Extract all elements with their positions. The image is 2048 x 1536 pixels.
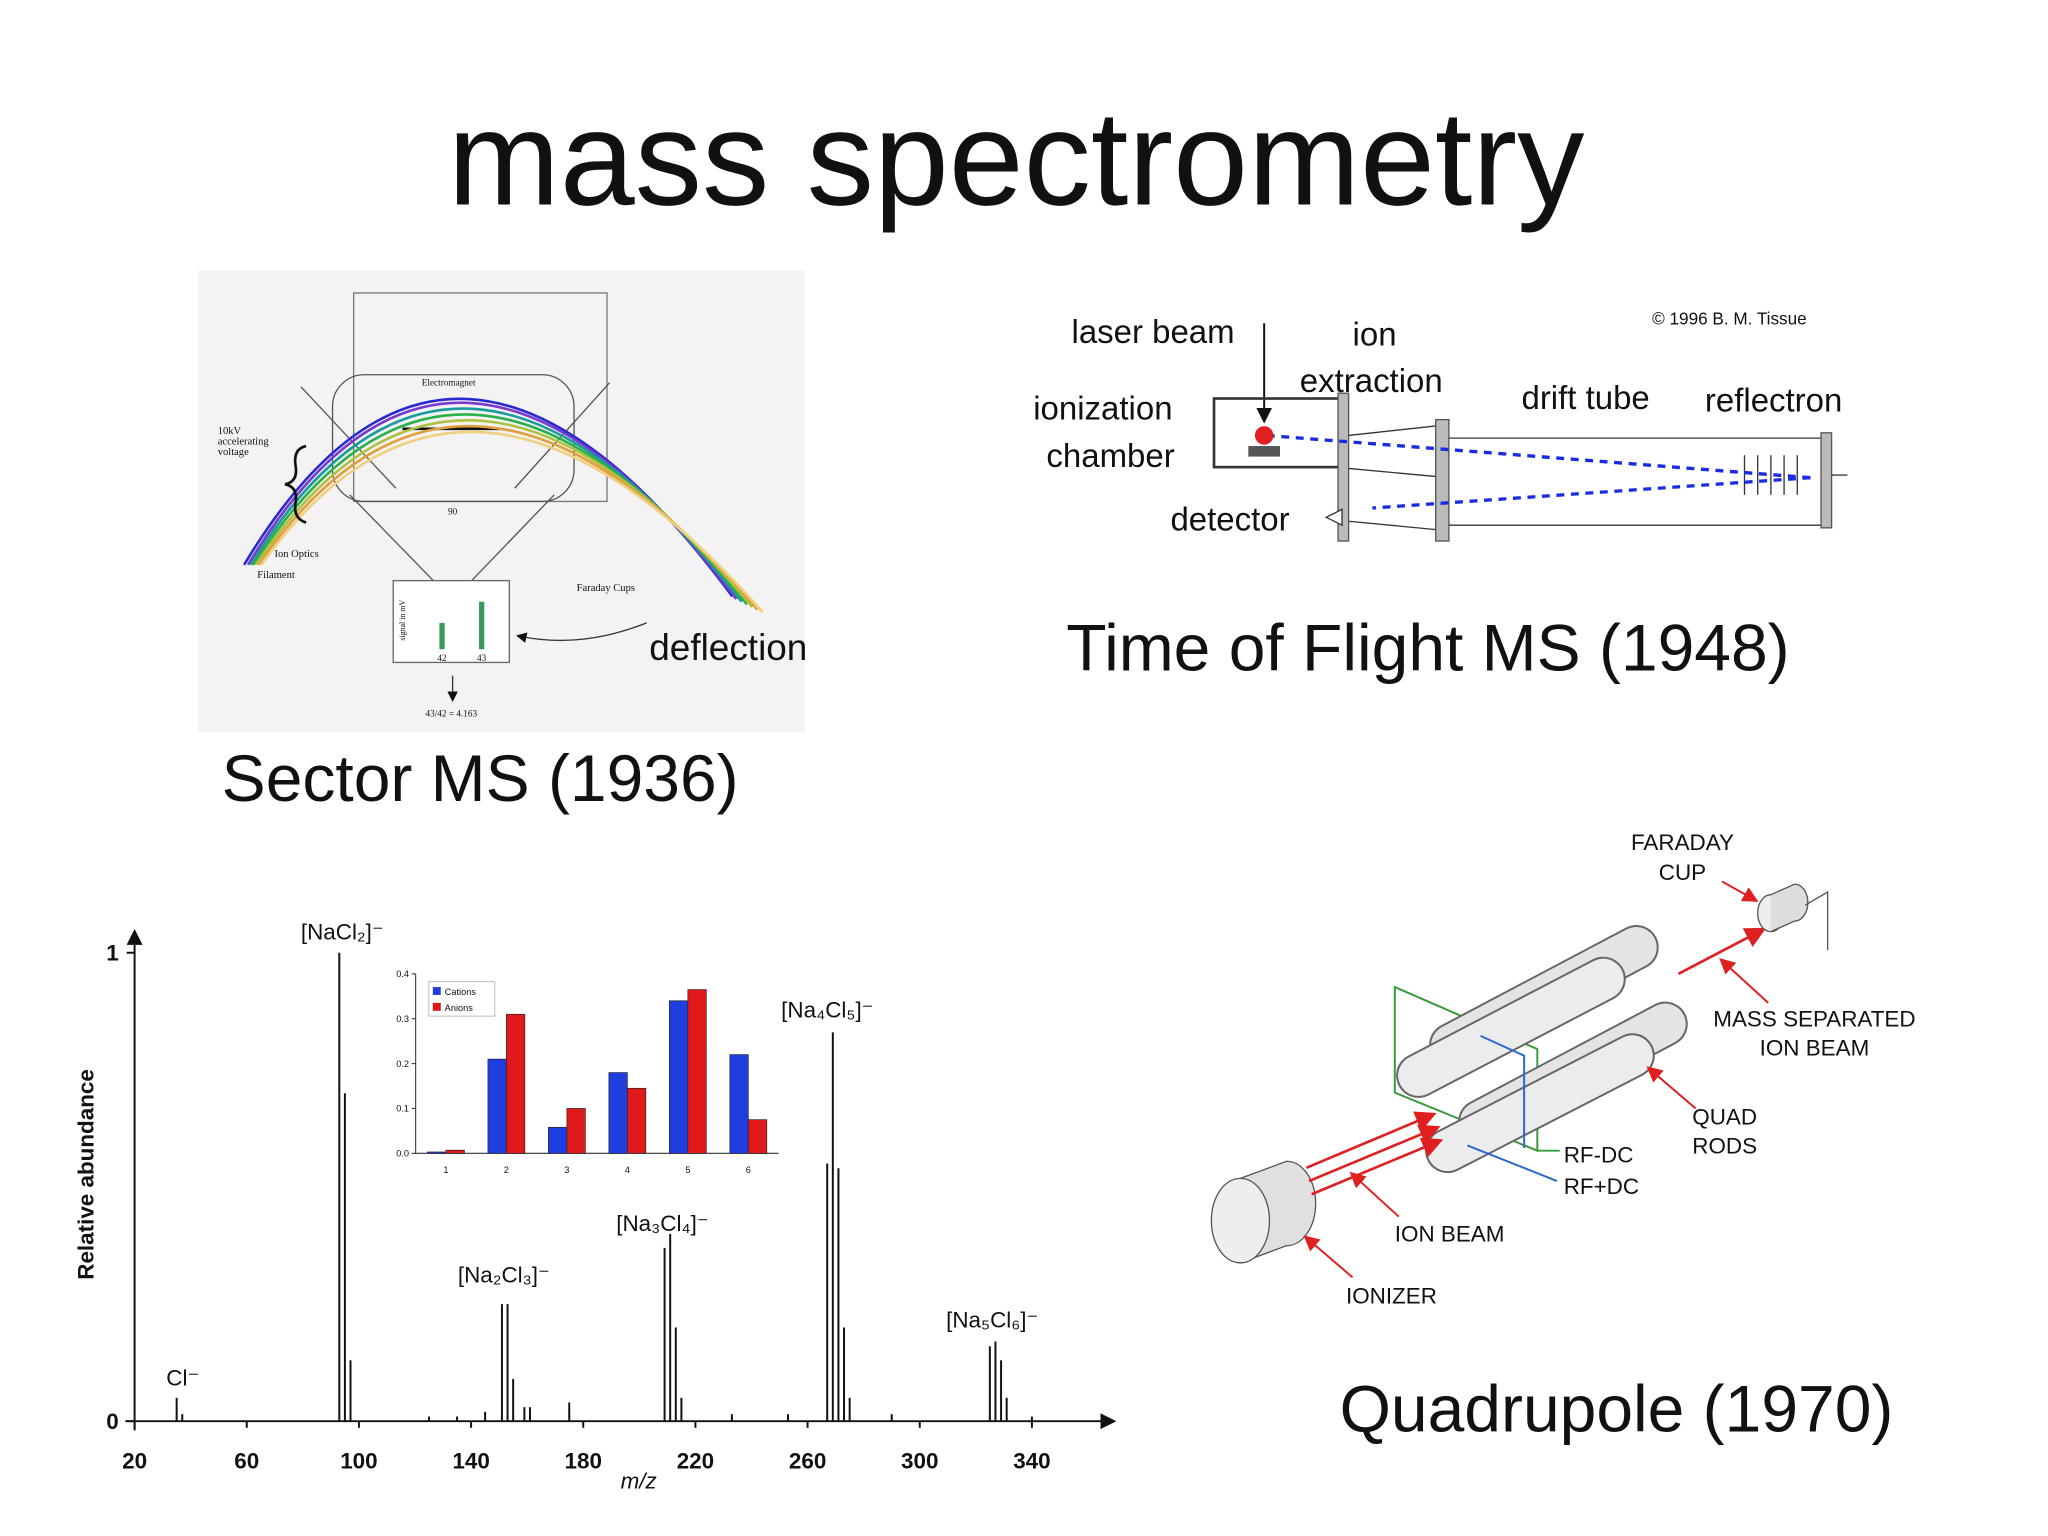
bar	[506, 1013, 526, 1154]
legend-swatch	[432, 987, 441, 995]
bar	[747, 1119, 768, 1154]
x-tick-label: 20	[122, 1449, 147, 1474]
label: signal in mV	[398, 599, 407, 640]
label: ION BEAM	[1760, 1036, 1870, 1061]
label: RF+DC	[1564, 1174, 1639, 1199]
label: 90	[448, 507, 458, 517]
label: voltage	[218, 447, 249, 458]
bar	[445, 1149, 465, 1154]
label: ION BEAM	[1395, 1222, 1505, 1247]
caption: Time of Flight MS (1948)	[1066, 610, 1789, 684]
x-tick-label: 3	[564, 1165, 569, 1175]
x-tick-label: 260	[789, 1449, 826, 1474]
label: detector	[1170, 500, 1289, 537]
label: MASS SEPARATED	[1713, 1007, 1915, 1032]
label: reflectron	[1705, 382, 1842, 419]
annotation: [NaCl₂]⁻	[301, 920, 384, 945]
mass-spectrum: Relative abundance m/z Cl⁻ [NaCl₂]⁻ [Na₂…	[74, 920, 1117, 1493]
label: Faraday Cups	[577, 583, 635, 594]
bar	[548, 1126, 568, 1154]
label: © 1996 B. M. Tissue	[1652, 309, 1807, 329]
annotation: [Na₂Cl₃]⁻	[458, 1263, 550, 1288]
x-tick-label: 300	[901, 1449, 938, 1474]
bar	[669, 1000, 689, 1154]
label: FARADAY	[1631, 830, 1734, 855]
label: accelerating	[218, 437, 270, 448]
y-tick-label: 0.1	[396, 1104, 409, 1114]
label: IONIZER	[1346, 1284, 1437, 1309]
legend-label: Anions	[445, 1003, 474, 1013]
label: 43	[477, 653, 487, 663]
x-tick-label: 6	[746, 1165, 751, 1175]
label: CUP	[1659, 860, 1706, 885]
x-tick-label: 1	[443, 1165, 448, 1175]
annotation: [Na₄Cl₅]⁻	[781, 997, 873, 1022]
label: chamber	[1046, 437, 1174, 474]
x-tick-label: 60	[234, 1449, 259, 1474]
legend-swatch	[432, 1002, 441, 1011]
annotation: Cl⁻	[166, 1366, 199, 1391]
label: Electromagnet	[422, 377, 476, 387]
x-tick-label: 100	[340, 1449, 377, 1474]
inset-chart: 0.0 0.1 0.2 0.3 0.4 1 2 3 4 5 6 Cations Anions	[396, 969, 779, 1175]
quadrupole-diagram: FARADAY CUP MASS SEPARATED ION BEAM QUAD…	[1210, 830, 1916, 1309]
x-axis-label: m/z	[621, 1468, 657, 1493]
y-tick-label: 0.0	[396, 1149, 409, 1159]
label: drift tube	[1521, 379, 1649, 416]
label: RODS	[1692, 1133, 1757, 1158]
bar	[608, 1072, 628, 1154]
x-tick-label: 5	[685, 1165, 690, 1175]
y-tick-label: 0.2	[396, 1059, 409, 1069]
y-axis-label: Relative abundance	[74, 1069, 99, 1280]
label: 43/42 = 4.163	[426, 709, 478, 719]
label: deflection	[649, 627, 807, 668]
label: 42	[437, 653, 447, 663]
label: 10kV	[218, 426, 242, 437]
label: RF-DC	[1564, 1143, 1634, 1168]
bar	[687, 989, 707, 1154]
label: laser beam	[1072, 313, 1235, 350]
x-tick-label: 2	[504, 1165, 509, 1175]
y-tick-label: 0	[106, 1409, 118, 1434]
legend-label: Cations	[445, 987, 477, 997]
label: ionization	[1033, 390, 1172, 427]
caption: Sector MS (1936)	[222, 741, 739, 815]
label: QUAD	[1692, 1104, 1757, 1129]
annotation: [Na₃Cl₄]⁻	[616, 1211, 708, 1236]
bar	[427, 1151, 447, 1154]
slide-title: mass spectrometry	[448, 83, 1585, 234]
x-tick-label: 140	[452, 1449, 489, 1474]
label: extraction	[1300, 362, 1443, 399]
x-tick-label: 340	[1013, 1449, 1050, 1474]
x-tick-label: 180	[565, 1449, 602, 1474]
tof-diagram: laser beam ion extraction ionization cha…	[1033, 309, 1848, 542]
y-tick-label: 1	[106, 941, 118, 966]
caption: Quadrupole (1970)	[1340, 1372, 1894, 1446]
y-tick-label: 0.4	[396, 969, 409, 979]
y-tick-label: 0.3	[396, 1014, 409, 1024]
label: ion	[1353, 316, 1397, 353]
bar	[627, 1087, 647, 1154]
bar	[487, 1058, 507, 1154]
x-tick-label: 220	[677, 1449, 714, 1474]
label: Filament	[257, 570, 295, 581]
sector-diagram: Electromagnet 10kV accelerating voltage …	[197, 270, 807, 733]
bar	[566, 1108, 586, 1154]
x-tick-label: 4	[625, 1165, 630, 1175]
bar	[729, 1054, 749, 1154]
annotation: [Na₅Cl₆]⁻	[946, 1308, 1038, 1333]
label: Ion Optics	[274, 549, 318, 560]
